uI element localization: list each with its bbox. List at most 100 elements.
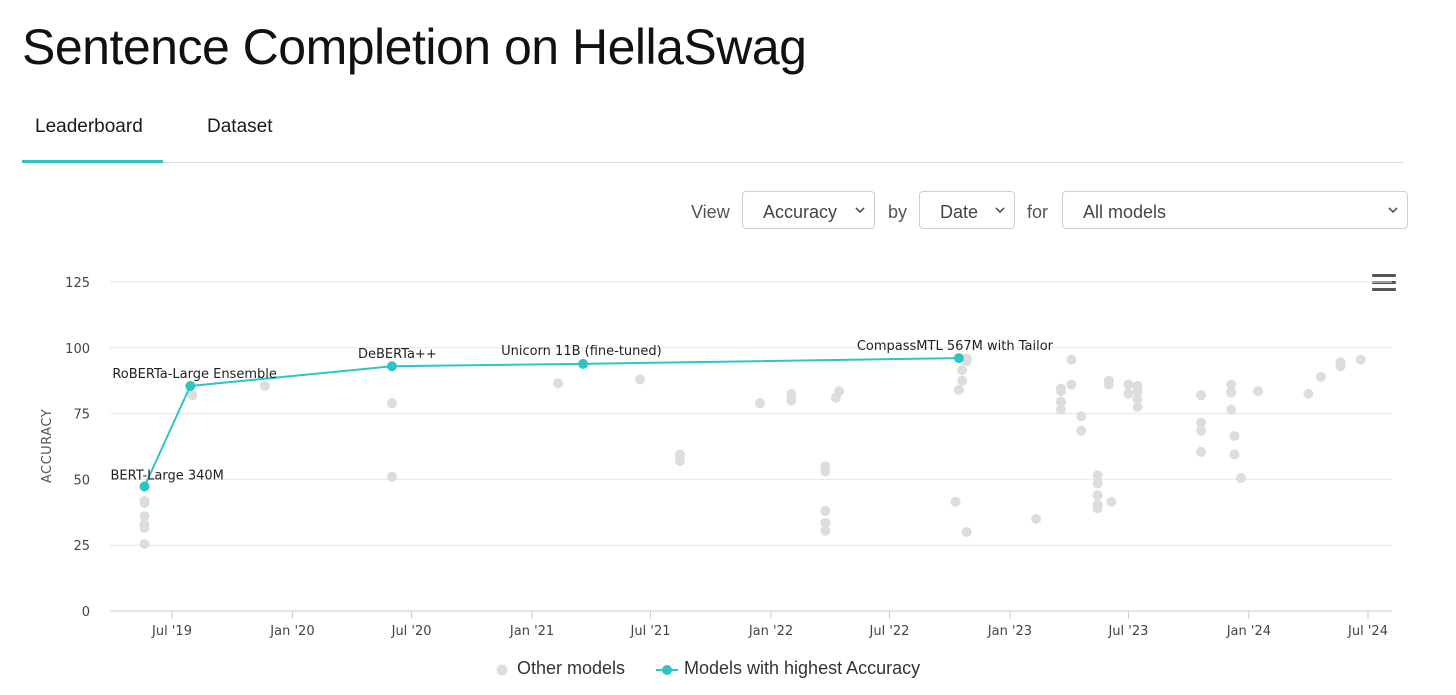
x-tick-label: Jul '21 [630, 624, 671, 639]
other-model-point [1055, 383, 1066, 394]
other-model-point [1196, 425, 1207, 436]
x-tick-label: Jan '23 [987, 624, 1032, 639]
best-model-label: CompassMTL 567M with Tailor [857, 339, 1054, 354]
best-models-points [139, 353, 964, 492]
legend-best-label: Models with highest Accuracy [684, 658, 921, 678]
other-model-point [1196, 390, 1207, 401]
best-model-point [139, 481, 150, 492]
best-model-label: RoBERTa-Large Ensemble [112, 367, 277, 382]
other-model-point [187, 390, 198, 401]
other-model-point [1106, 496, 1117, 507]
other-model-point [820, 525, 831, 536]
y-tick-label: 75 [73, 408, 90, 423]
best-model-label: BERT-Large 340M [111, 469, 224, 484]
x-tick-label: Jan '20 [269, 624, 314, 639]
other-model-point [635, 374, 646, 385]
page-title: Sentence Completion on HellaSwag [22, 19, 807, 75]
y-tick-label: 100 [65, 342, 90, 357]
best-model-point [578, 358, 589, 369]
other-model-point [553, 378, 564, 389]
legend-other-label: Other models [517, 658, 626, 678]
other-model-point [386, 471, 397, 482]
other-model-point [1229, 449, 1240, 460]
chevron-down-icon [995, 207, 1005, 214]
other-model-point [674, 449, 685, 460]
accuracy-chart: 0 25 50 75 100 125 Jul '19 Jan '20 Jul '20 Jan '… [40, 276, 1392, 639]
gray-dot-icon [496, 664, 508, 676]
other-model-point [957, 365, 968, 376]
chart-legend: Other models Models with highest Accurac… [0, 658, 1456, 684]
other-model-point [820, 461, 831, 472]
x-tick-label: Jul '20 [391, 624, 432, 639]
by-select[interactable]: Date [919, 191, 1015, 229]
metric-select-value: Accuracy [763, 202, 838, 222]
by-select-value: Date [940, 202, 979, 222]
other-model-point [1092, 470, 1103, 481]
teal-line-dot-icon [656, 665, 678, 675]
other-model-point [1226, 404, 1237, 415]
tab-leaderboard[interactable]: Leaderboard [35, 116, 143, 137]
other-model-point [1031, 513, 1042, 524]
other-model-point [1229, 430, 1240, 441]
models-filter-select[interactable]: All models [1062, 191, 1408, 229]
other-model-point [754, 398, 765, 409]
other-model-point [139, 519, 150, 530]
other-model-point [1123, 388, 1134, 399]
chart-grid [110, 281, 1392, 612]
chevron-down-icon [855, 207, 865, 214]
other-model-point [957, 375, 968, 386]
other-model-point [1132, 380, 1143, 391]
x-tick-label: Jan '21 [509, 624, 554, 639]
other-model-point [1355, 354, 1366, 365]
y-tick-label: 25 [73, 539, 90, 554]
metric-select[interactable]: Accuracy [742, 191, 875, 229]
other-model-point [1123, 379, 1134, 390]
other-model-point [820, 505, 831, 516]
other-model-point [1335, 357, 1346, 368]
by-label: by [888, 202, 908, 222]
best-models-labels: BERT-Large 340M RoBERTa-Large Ensemble DeB… [111, 339, 1054, 483]
best-model-point [386, 361, 397, 372]
other-model-point [961, 353, 972, 364]
best-model-point [953, 353, 964, 364]
other-model-point [834, 386, 845, 397]
other-model-point [1055, 396, 1066, 407]
tab-bar: Leaderboard Dataset [22, 100, 1404, 163]
chart-controls: View Accuracy by Date for All models [0, 191, 1456, 233]
other-model-point [1066, 379, 1077, 390]
other-model-point [1303, 388, 1314, 399]
other-models-points [139, 353, 1366, 549]
other-model-point [950, 496, 961, 507]
x-tick-label: Jul '22 [869, 624, 910, 639]
x-tick-label: Jan '22 [748, 624, 793, 639]
y-tick-label: 125 [65, 276, 90, 291]
other-model-point [1132, 394, 1143, 405]
other-model-point [953, 384, 964, 395]
x-tick-label: Jul '23 [1107, 624, 1148, 639]
other-model-point [1132, 402, 1143, 413]
other-model-point [139, 511, 150, 522]
active-tab-indicator [22, 160, 163, 163]
tab-dataset[interactable]: Dataset [207, 116, 273, 137]
x-tick-label: Jul '24 [1347, 624, 1388, 639]
other-model-point [1055, 404, 1066, 415]
other-model-point [1253, 386, 1264, 397]
other-model-point [1196, 417, 1207, 428]
other-model-point [1196, 446, 1207, 457]
other-model-point [1092, 499, 1103, 510]
best-model-label: DeBERTa++ [358, 347, 437, 362]
other-model-point [139, 495, 150, 506]
other-model-point [820, 517, 831, 528]
other-model-point [1076, 411, 1087, 422]
x-axis: Jul '19 Jan '20 Jul '20 Jan '21 Jul '21 Jan '… [151, 611, 1388, 639]
other-model-point [1226, 387, 1237, 398]
y-tick-label: 0 [82, 605, 90, 620]
other-model-point [1226, 379, 1237, 390]
models-filter-value: All models [1083, 202, 1167, 222]
y-axis-ticks: 0 25 50 75 100 125 [65, 276, 90, 620]
other-model-point [961, 527, 972, 538]
best-model-point [185, 380, 196, 391]
other-model-point [1092, 478, 1103, 489]
other-model-point [386, 398, 397, 409]
other-model-point [139, 538, 150, 549]
